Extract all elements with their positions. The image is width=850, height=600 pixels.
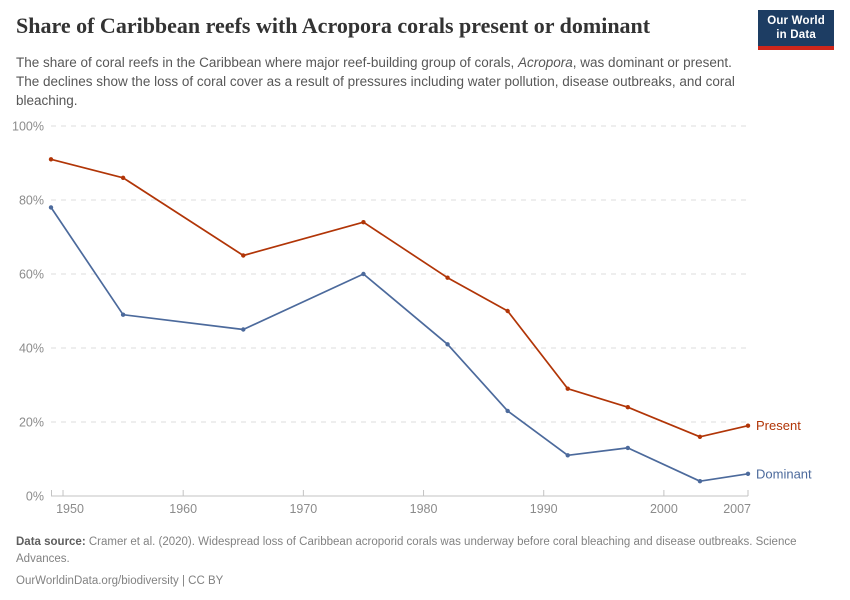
x-axis-tick-label: 1990 xyxy=(530,502,558,516)
line-chart-canvas: 0% 20% 40% 60% 80% 100% 1950 1960 1970 1980 1990 20… xyxy=(12,120,812,517)
y-axis-tick-label: 100% xyxy=(12,120,44,134)
data-source-note: Data source: Cramer et al. (2020). Wides… xyxy=(16,534,834,567)
data-point-present[interactable] xyxy=(445,275,450,280)
footer-separator: | xyxy=(178,575,189,587)
data-point-dominant[interactable] xyxy=(241,327,246,332)
owid-logo-line2: in Data xyxy=(776,28,816,41)
y-axis-tick-label: 60% xyxy=(19,268,44,282)
data-point-dominant[interactable] xyxy=(745,471,751,476)
subtitle-text: The share of coral reefs in the Caribbea… xyxy=(16,55,519,70)
data-point-dominant[interactable] xyxy=(48,205,54,210)
data-point-present[interactable] xyxy=(120,175,126,180)
data-point-dominant[interactable] xyxy=(505,408,510,414)
data-source-label: Data source: xyxy=(16,536,86,548)
data-point-present[interactable] xyxy=(505,308,510,314)
data-point-dominant[interactable] xyxy=(120,312,126,317)
data-point-dominant[interactable] xyxy=(565,453,570,458)
x-axis-tick-label: 1950 xyxy=(56,502,84,516)
x-axis-tick-label: 2000 xyxy=(650,502,678,516)
footer-links: OurWorldinData.org/biodiversity | CC BY xyxy=(16,573,834,590)
data-point-dominant[interactable] xyxy=(625,445,631,451)
chart-footer: Data source: Cramer et al. (2020). Wides… xyxy=(16,534,834,590)
data-point-present[interactable] xyxy=(625,405,631,410)
data-point-dominant[interactable] xyxy=(445,342,450,347)
owid-logo-line1: Our World xyxy=(767,15,825,27)
data-point-present[interactable] xyxy=(48,157,54,162)
subtitle-text-cont: , was dominant or present. The declines … xyxy=(16,55,735,108)
line-dominant[interactable] xyxy=(50,206,749,483)
data-point-present[interactable] xyxy=(745,423,751,428)
x-axis-tick-label: 1970 xyxy=(289,502,317,516)
y-axis-tick-label: 80% xyxy=(19,194,44,208)
data-point-present[interactable] xyxy=(241,253,246,258)
series-label-present[interactable]: Present xyxy=(756,418,801,433)
x-axis-tick-label: 1980 xyxy=(410,502,438,516)
subtitle-italic-term: Acropora xyxy=(518,55,573,70)
owid-url-link[interactable]: OurWorldinData.org/biodiversity xyxy=(16,575,179,587)
owid-logo[interactable]: Our World in Data xyxy=(758,10,834,50)
series-label-dominant[interactable]: Dominant xyxy=(756,466,812,481)
chart-subtitle: The share of coral reefs in the Caribbea… xyxy=(16,53,740,110)
y-axis-tick-label: 0% xyxy=(26,490,44,504)
line-present[interactable] xyxy=(50,158,749,438)
page-title: Share of Caribbean reefs with Acropora c… xyxy=(16,13,651,38)
y-axis-tick-label: 20% xyxy=(19,416,44,430)
data-point-present[interactable] xyxy=(697,434,703,439)
data-source-text: Cramer et al. (2020). Widespread loss of… xyxy=(16,536,797,565)
data-point-dominant[interactable] xyxy=(697,479,703,484)
data-point-present[interactable] xyxy=(361,220,366,225)
data-point-dominant[interactable] xyxy=(361,271,366,277)
data-point-present[interactable] xyxy=(565,386,570,391)
cc-by-license-link[interactable]: CC BY xyxy=(188,575,224,587)
x-axis-tick-label: 2007 xyxy=(723,502,751,516)
y-axis-tick-label: 40% xyxy=(19,342,44,356)
x-axis-tick-label: 1960 xyxy=(169,502,197,516)
